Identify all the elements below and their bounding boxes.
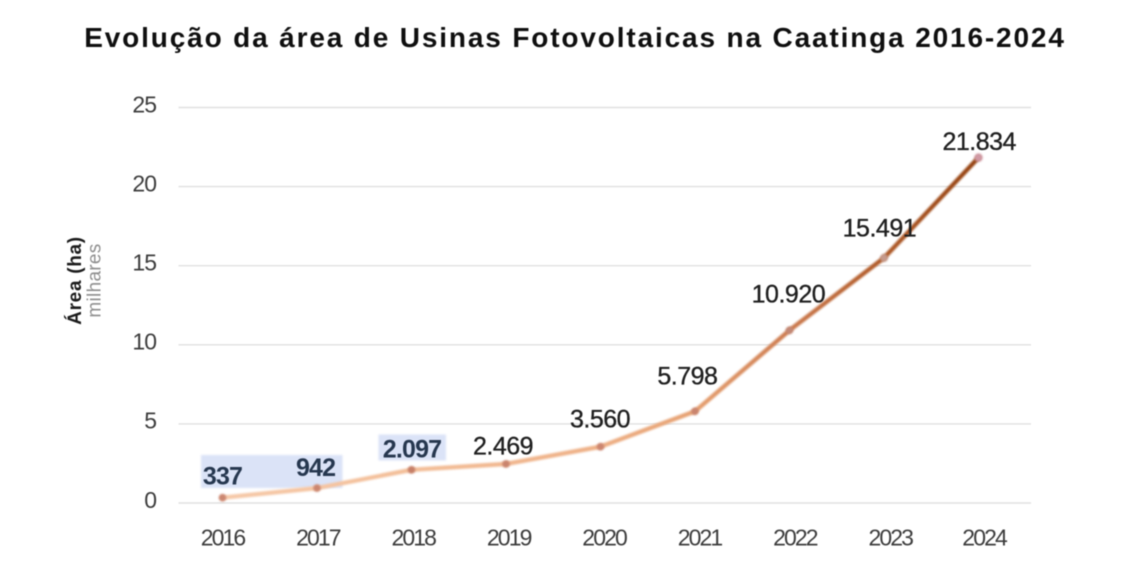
- svg-text:2017: 2017: [296, 525, 341, 551]
- svg-text:5: 5: [144, 408, 156, 434]
- svg-text:2.469: 2.469: [473, 433, 533, 461]
- svg-text:337: 337: [203, 463, 242, 491]
- svg-text:5.798: 5.798: [657, 363, 717, 391]
- svg-text:2016: 2016: [201, 525, 246, 551]
- svg-text:2024: 2024: [962, 525, 1008, 551]
- svg-text:Área (ha): Área (ha): [64, 236, 86, 325]
- svg-text:21.834: 21.834: [942, 128, 1016, 156]
- svg-text:25: 25: [132, 91, 156, 117]
- svg-text:2.097: 2.097: [383, 435, 442, 463]
- svg-text:0: 0: [144, 487, 156, 513]
- svg-text:942: 942: [296, 454, 335, 482]
- svg-text:2018: 2018: [392, 525, 437, 551]
- svg-text:2023: 2023: [869, 525, 914, 551]
- svg-text:15: 15: [132, 250, 156, 276]
- svg-text:2022: 2022: [773, 525, 818, 551]
- svg-text:3.560: 3.560: [570, 405, 630, 433]
- svg-text:2020: 2020: [582, 525, 627, 551]
- svg-text:2019: 2019: [487, 525, 532, 551]
- svg-text:milhares: milhares: [85, 243, 106, 317]
- svg-text:Evolução da área de Usinas Fot: Evolução da área de Usinas Fotovoltaicas…: [84, 22, 1066, 53]
- svg-text:10: 10: [132, 329, 156, 355]
- svg-text:2021: 2021: [678, 525, 723, 551]
- svg-text:20: 20: [132, 170, 156, 196]
- svg-text:10.920: 10.920: [752, 281, 825, 309]
- svg-text:15.491: 15.491: [843, 215, 916, 243]
